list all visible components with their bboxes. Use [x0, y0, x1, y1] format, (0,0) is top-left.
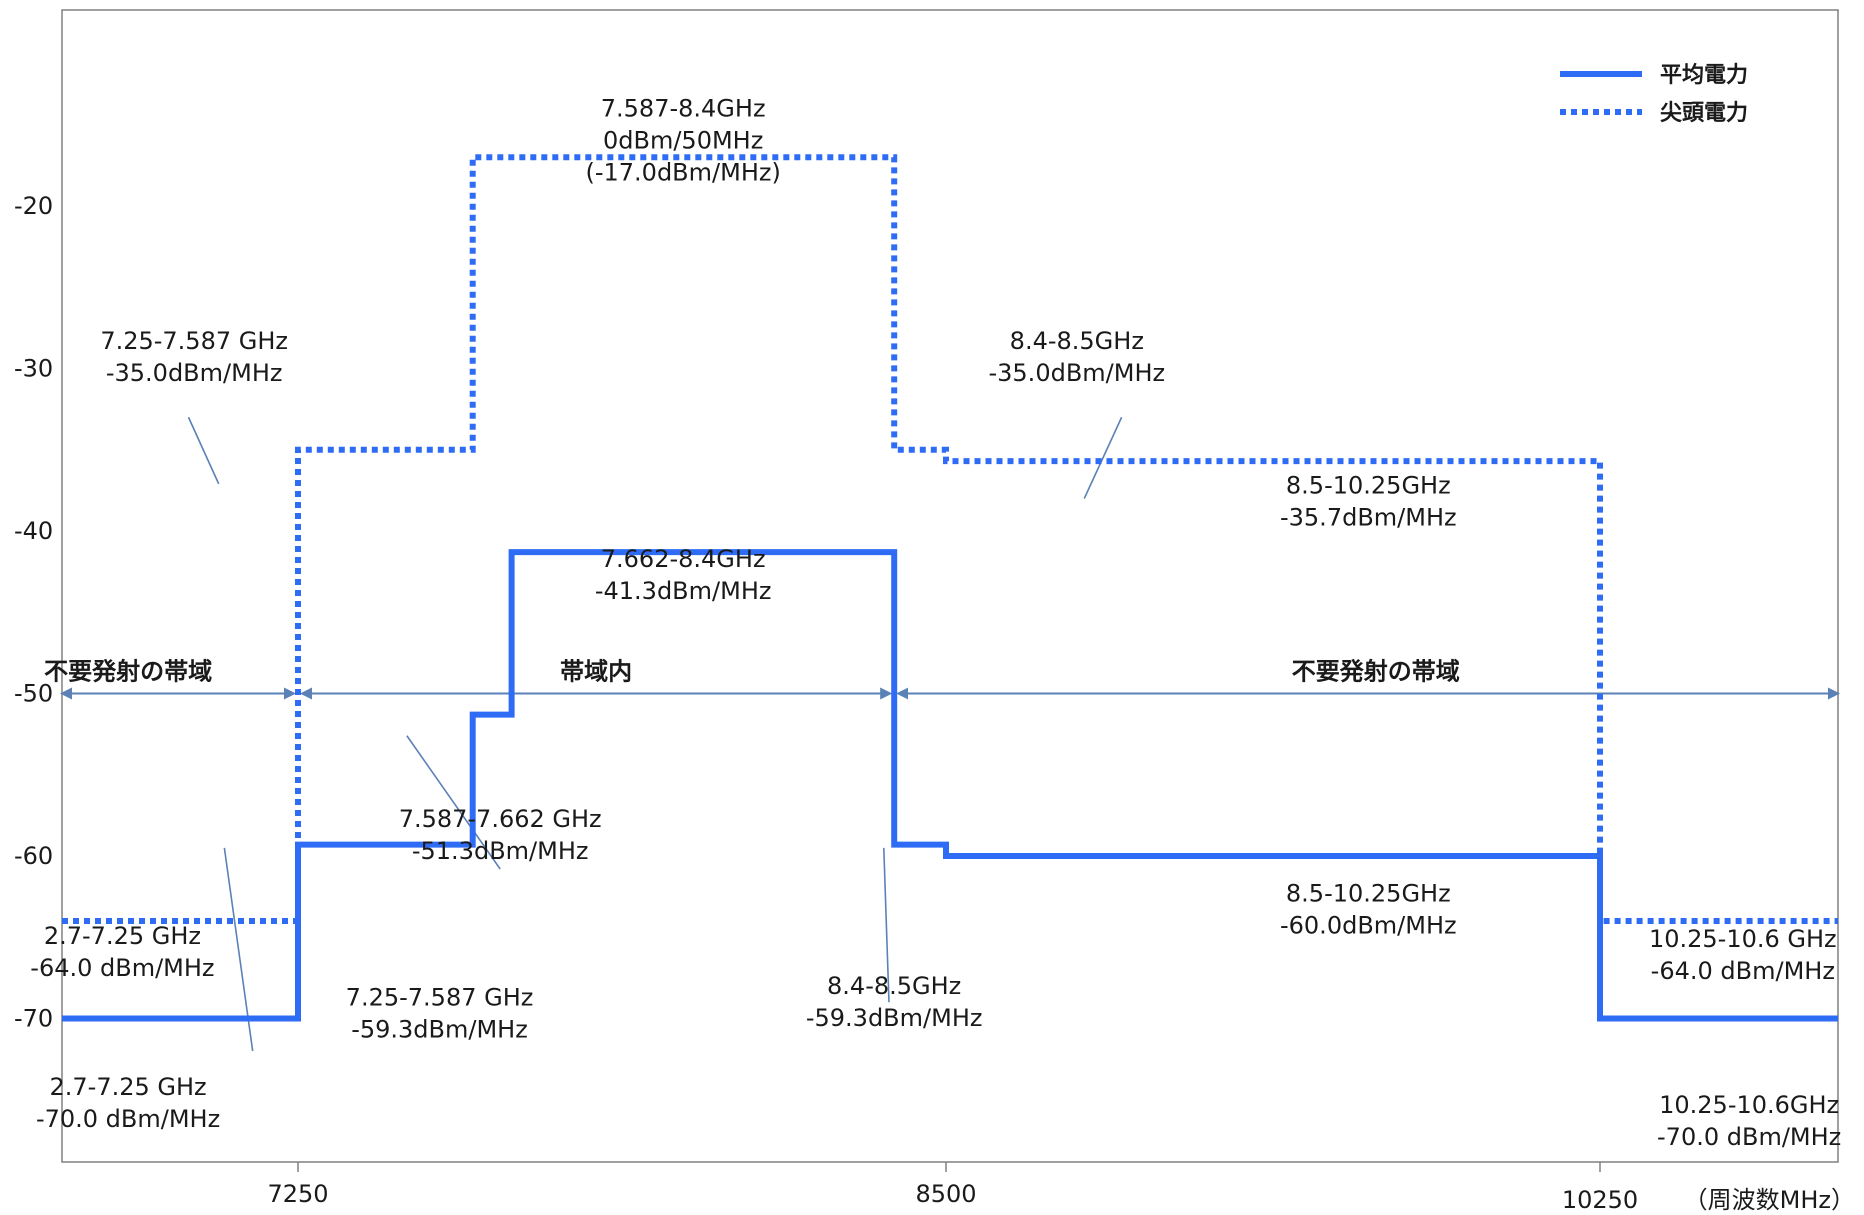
x-tick-0: 7250 — [267, 1180, 328, 1208]
leader-lines — [187, 416, 1123, 1052]
series-line-peak-power — [62, 154, 1838, 924]
annotation-3: 8.5-10.25GHz -35.7dBm/MHz — [1280, 472, 1457, 532]
band-label-2: 不要発射の帯域 — [1292, 658, 1460, 686]
annotations: 7.587-8.4GHz 0dBm/50MHz (-17.0dBm/MHz) 7.25… — [30, 95, 1841, 1151]
annotation-8: 10.25-10.6 GHz -64.0 dBm/MHz — [1649, 925, 1837, 985]
annotation-0: 7.587-8.4GHz 0dBm/50MHz (-17.0dBm/MHz) — [585, 95, 780, 187]
annotation-1: 7.25-7.587 GHz -35.0dBm/MHz — [100, 327, 288, 387]
x-axis-label: （周波数MHz） — [1684, 1186, 1855, 1214]
band-label-0: 不要発射の帯域 — [44, 658, 212, 686]
legend-label-0: 平均電力 — [1660, 62, 1748, 88]
leader-line-1 — [1083, 416, 1123, 499]
y-tick-0: -20 — [14, 192, 53, 220]
series-line-average-power — [62, 549, 1838, 1022]
annotation-4: 7.662-8.4GHz -41.3dBm/MHz — [595, 545, 772, 605]
band-label-1: 帯域内 — [560, 658, 632, 686]
y-tick-4: -60 — [14, 842, 53, 870]
annotation-2: 8.4-8.5GHz -35.0dBm/MHz — [988, 327, 1165, 387]
annotation-5: 7.587-7.662 GHz -51.3dBm/MHz — [399, 805, 602, 865]
y-tick-1: -30 — [14, 355, 53, 383]
plot-frame — [61, 9, 1839, 1163]
band-arrows: 不要発射の帯域 帯域内 不要発射の帯域 — [44, 658, 1840, 700]
x-tick-2: 10250 — [1562, 1186, 1638, 1214]
leader-line-4 — [882, 847, 890, 1003]
annotation-7: 8.5-10.25GHz -60.0dBm/MHz — [1280, 880, 1457, 940]
series-lines — [62, 154, 1838, 1022]
axis-ticks: -20 -30 -40 -50 -60 -70 7250 8500 10250 — [14, 192, 1638, 1214]
annotation-12: 10.25-10.6GHz -70.0 dBm/MHz — [1657, 1091, 1841, 1151]
x-tick-1: 8500 — [915, 1180, 976, 1208]
annotation-6: 2.7-7.25 GHz -64.0 dBm/MHz — [30, 922, 214, 982]
y-tick-5: -70 — [14, 1005, 53, 1033]
leader-line-0 — [187, 416, 220, 485]
annotation-10: 8.4-8.5GHz -59.3dBm/MHz — [806, 972, 983, 1032]
y-tick-3: -50 — [14, 680, 53, 708]
y-tick-2: -40 — [14, 517, 53, 545]
legend-label-1: 尖頭電力 — [1660, 101, 1748, 126]
leader-line-2 — [406, 735, 501, 870]
annotation-9: 7.25-7.587 GHz -59.3dBm/MHz — [346, 984, 534, 1044]
annotation-11: 2.7-7.25 GHz -70.0 dBm/MHz — [36, 1073, 220, 1133]
